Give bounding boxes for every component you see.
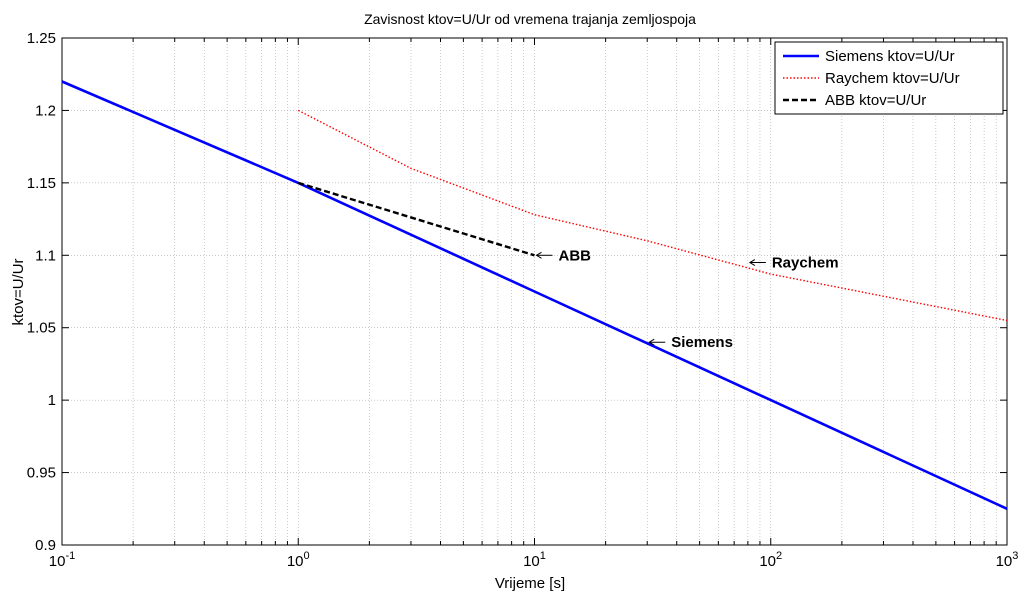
grid xyxy=(62,38,1007,545)
annotation-arrowhead xyxy=(535,251,542,259)
series-line-abb xyxy=(297,181,535,257)
x-tick-label: 103 xyxy=(996,550,1019,570)
x-tick-label: 100 xyxy=(287,550,310,570)
tick-marks xyxy=(61,37,1008,546)
y-axis-label: ktov=U/Ur xyxy=(10,258,27,325)
y-tick-label: 1.05 xyxy=(27,320,56,337)
x-tick-label: 101 xyxy=(523,550,546,570)
y-tick-label: 1.2 xyxy=(35,102,56,119)
legend-box xyxy=(774,41,1004,115)
legend: Siemens ktov=U/Ur Raychem ktov=U/Ur ABB kt… xyxy=(774,41,1004,115)
annotation-arrowhead xyxy=(748,259,756,266)
legend-label: Raychem ktov=U/Ur xyxy=(825,70,960,87)
annotation-label: ABB xyxy=(559,247,592,264)
legend-label: Siemens ktov=U/Ur xyxy=(825,48,955,65)
y-tick-label: 1.25 xyxy=(27,30,56,47)
legend-label: ABB ktov=U/Ur xyxy=(825,92,926,109)
x-tick-label: 10-1 xyxy=(49,550,75,570)
annotation-raychem: Raychem xyxy=(748,255,839,272)
y-tick-label: 0.95 xyxy=(27,465,56,482)
annotation-arrowhead xyxy=(648,338,655,346)
x-axis-label: Vrijeme [s] xyxy=(495,575,565,592)
chart-title: Zavisnost ktov=U/Ur od vremena trajanja … xyxy=(364,11,696,27)
series-line-raychem xyxy=(297,109,1008,322)
annotation-label: Siemens xyxy=(671,334,733,351)
y-tick-label: 0.9 xyxy=(35,537,56,554)
y-tick-label: 1.1 xyxy=(35,247,56,264)
annotation-label: Raychem xyxy=(772,255,839,272)
y-tick-label: 1.15 xyxy=(27,175,56,192)
x-tick-label: 102 xyxy=(759,550,782,570)
annotation-abb: ABB xyxy=(535,247,592,264)
annotation-siemens: Siemens xyxy=(648,334,733,351)
series-line-siemens xyxy=(61,80,1008,510)
y-tick-label: 1 xyxy=(48,392,56,409)
